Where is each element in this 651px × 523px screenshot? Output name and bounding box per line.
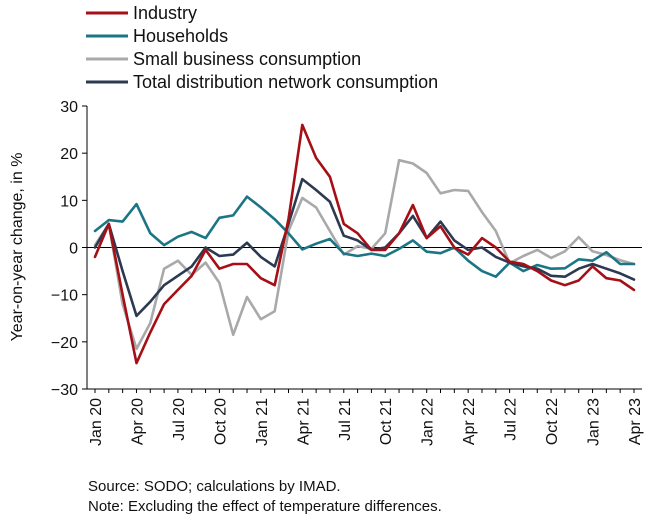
series-line-small-business-consumption: [93, 158, 636, 351]
x-tick-label: Apr 22: [461, 398, 478, 445]
x-tick-label: Oct 21: [378, 398, 395, 445]
source-note: Source: SODO; calculations by IMAD.: [88, 478, 341, 495]
x-tick-label: Apr 23: [627, 398, 644, 445]
legend-label-small-business-consumption: Small business consumption: [133, 49, 361, 69]
x-tick-label: Oct 20: [212, 398, 229, 445]
series-line-total-distribution-network-consumption: [93, 177, 636, 318]
x-tick-label: Jul 21: [337, 398, 354, 441]
x-tick-label: Jan 21: [254, 398, 271, 446]
series-line-households: [93, 195, 636, 279]
y-tick-label: 10: [60, 193, 78, 210]
chart-axes: Year-on-year change, in %: [9, 106, 642, 390]
chart-series: [93, 123, 636, 365]
y-tick-label: −30: [51, 382, 78, 399]
x-tick-label: Jan 23: [586, 398, 603, 446]
legend-label-households: Households: [133, 26, 228, 46]
footnote: Note: Excluding the effect of temperatur…: [88, 498, 442, 515]
x-tick-label: Jan 20: [88, 398, 105, 446]
y-axis-title: Year-on-year change, in %: [9, 153, 26, 342]
y-tick-label: 0: [69, 241, 78, 258]
x-tick-label: Jul 22: [503, 398, 520, 441]
y-tick-label: −10: [51, 288, 78, 305]
x-axis-ticks: Jan 20 Apr 20 Jul 20 Oct 20 Jan 21 Apr 21 Jul …: [88, 389, 644, 446]
x-tick-label: Apr 21: [295, 398, 312, 445]
chart-legend: Industry Households Small business consump…: [86, 3, 438, 92]
y-tick-label: 30: [60, 99, 78, 116]
x-tick-label: Jan 22: [420, 398, 437, 446]
x-tick-label: Apr 20: [129, 398, 146, 445]
y-tick-label: 20: [60, 146, 78, 163]
y-tick-label: −20: [51, 335, 78, 352]
x-tick-label: Oct 22: [544, 398, 561, 445]
y-axis-ticks: 30 20 10 0 −10 −20 −30: [51, 99, 87, 399]
series-line-industry: [93, 123, 636, 365]
line-chart: Industry Households Small business consump…: [9, 3, 644, 446]
legend-label-total-distribution-network-consumption: Total distribution network consumption: [133, 72, 438, 92]
legend-label-industry: Industry: [133, 3, 197, 23]
x-tick-label: Jul 20: [171, 398, 188, 441]
